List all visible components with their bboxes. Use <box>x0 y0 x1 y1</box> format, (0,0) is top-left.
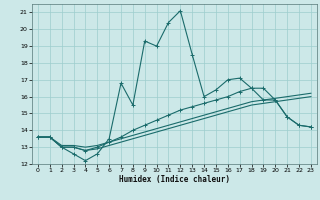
X-axis label: Humidex (Indice chaleur): Humidex (Indice chaleur) <box>119 175 230 184</box>
